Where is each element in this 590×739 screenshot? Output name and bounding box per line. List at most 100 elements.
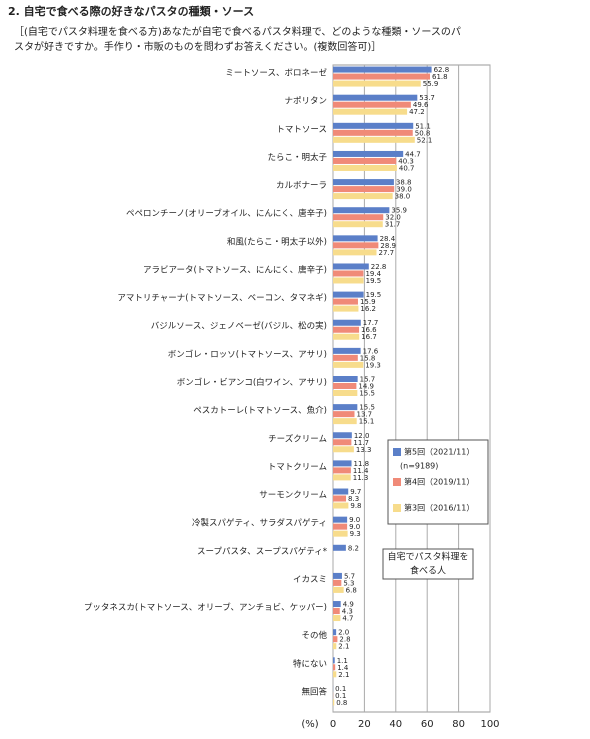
bar bbox=[333, 615, 341, 622]
legend-note: (n=9189) bbox=[400, 462, 438, 471]
bar bbox=[333, 66, 432, 73]
bar bbox=[333, 699, 335, 706]
category-label: たらこ・明太子 bbox=[267, 152, 327, 163]
category-label: トマトクリーム bbox=[268, 462, 327, 472]
bar bbox=[333, 150, 404, 157]
bar bbox=[333, 657, 335, 664]
value-label: 16.2 bbox=[360, 305, 376, 313]
bar bbox=[333, 383, 357, 389]
value-label: 16.6 bbox=[361, 326, 377, 334]
category-label: トマトソース bbox=[276, 125, 327, 135]
value-label: 28.4 bbox=[380, 235, 396, 243]
bar bbox=[333, 636, 338, 643]
value-label: 8.3 bbox=[348, 495, 359, 503]
bar bbox=[333, 179, 394, 186]
bar bbox=[333, 214, 384, 221]
category-label: 特にない bbox=[293, 658, 327, 669]
bar bbox=[333, 572, 342, 579]
bar bbox=[333, 277, 364, 284]
bar bbox=[333, 474, 351, 481]
bar bbox=[333, 439, 352, 446]
value-label: 22.8 bbox=[371, 263, 387, 271]
legend-label: 第5回（2021/11） bbox=[404, 447, 474, 457]
bar bbox=[333, 523, 348, 530]
value-label: 15.7 bbox=[360, 376, 376, 384]
bar bbox=[333, 488, 349, 495]
category-label: ミートソース、ボロネーゼ bbox=[225, 68, 327, 79]
bar bbox=[333, 467, 351, 474]
category-label: アラビアータ(トマトソース、にんにく、唐辛子) bbox=[143, 264, 327, 275]
legend-swatch bbox=[393, 504, 401, 512]
value-label: 4.3 bbox=[342, 608, 353, 616]
bar bbox=[333, 333, 360, 340]
bar bbox=[333, 249, 377, 256]
bar bbox=[333, 376, 358, 382]
value-label: 11.3 bbox=[353, 474, 369, 482]
bar bbox=[333, 94, 418, 101]
bar bbox=[333, 495, 347, 502]
value-label: 55.9 bbox=[423, 80, 439, 88]
category-label: 無回答 bbox=[301, 686, 327, 697]
category-label: プッタネスカ(トマトソース、オリーブ、アンチョビ、ケッパー) bbox=[84, 602, 327, 613]
bar bbox=[333, 270, 364, 277]
bar bbox=[333, 122, 414, 129]
bar bbox=[333, 544, 346, 551]
legend-label: 第3回（2016/11） bbox=[404, 503, 474, 513]
bar bbox=[333, 586, 344, 593]
value-label: 50.8 bbox=[415, 129, 431, 137]
value-label: 1.4 bbox=[337, 664, 349, 672]
value-label: 12.0 bbox=[354, 432, 370, 440]
value-label: 16.7 bbox=[361, 333, 377, 341]
bar bbox=[333, 347, 361, 354]
bar bbox=[333, 418, 357, 425]
bar bbox=[333, 298, 358, 305]
bar bbox=[333, 207, 390, 214]
bar bbox=[333, 629, 337, 636]
value-label: 9.3 bbox=[350, 530, 361, 538]
value-label: 4.9 bbox=[343, 601, 354, 609]
bar bbox=[333, 579, 342, 586]
bar bbox=[333, 354, 358, 361]
value-label: 5.3 bbox=[343, 579, 354, 587]
bar bbox=[333, 129, 413, 136]
bar bbox=[333, 664, 336, 671]
value-label: 1.1 bbox=[337, 657, 348, 665]
value-label: 9.0 bbox=[349, 523, 360, 531]
value-label: 19.5 bbox=[366, 277, 382, 285]
category-label: イカスミ bbox=[293, 575, 327, 585]
bar bbox=[333, 530, 348, 537]
x-tick-label: 60 bbox=[421, 719, 434, 730]
value-label: 62.8 bbox=[434, 66, 450, 74]
bar bbox=[333, 221, 383, 228]
bar bbox=[333, 446, 354, 453]
category-label: ボンゴレ・ビアンコ(白ワイン、アサリ) bbox=[177, 377, 327, 388]
value-label: 35.9 bbox=[391, 207, 407, 215]
value-label: 4.7 bbox=[342, 615, 353, 623]
value-label: 2.1 bbox=[338, 671, 349, 679]
value-label: 40.7 bbox=[399, 164, 415, 172]
value-label: 15.5 bbox=[359, 404, 375, 412]
value-label: 19.3 bbox=[365, 361, 381, 369]
value-label: 8.2 bbox=[348, 544, 359, 552]
legend-label: 第4回（2019/11） bbox=[404, 477, 474, 487]
value-label: 0.8 bbox=[336, 699, 347, 707]
category-label: その他 bbox=[301, 630, 327, 641]
annotation-box bbox=[382, 548, 474, 580]
bar bbox=[333, 671, 337, 678]
value-label: 39.0 bbox=[396, 186, 412, 194]
value-label: 11.4 bbox=[353, 467, 369, 475]
x-axis-label: (%) bbox=[301, 719, 318, 730]
value-label: 17.6 bbox=[363, 347, 379, 355]
category-label: チーズクリーム bbox=[268, 433, 327, 444]
category-label: ペペロンチーノ(オリーブオイル、にんにく、唐辛子) bbox=[126, 208, 327, 219]
category-label: ナポリタン bbox=[284, 97, 327, 107]
x-tick-label: 40 bbox=[389, 719, 402, 730]
subtitle: スタが好きですか。手作り・市販のものを問わずお答えください。(複数回答可)］ bbox=[14, 40, 381, 53]
value-label: 15.1 bbox=[359, 418, 375, 426]
bar bbox=[333, 73, 431, 80]
bar bbox=[333, 404, 358, 411]
category-label: ペスカトーレ(トマトソース、魚介) bbox=[193, 405, 327, 416]
bar bbox=[333, 186, 395, 193]
value-label: 52.1 bbox=[417, 136, 433, 144]
